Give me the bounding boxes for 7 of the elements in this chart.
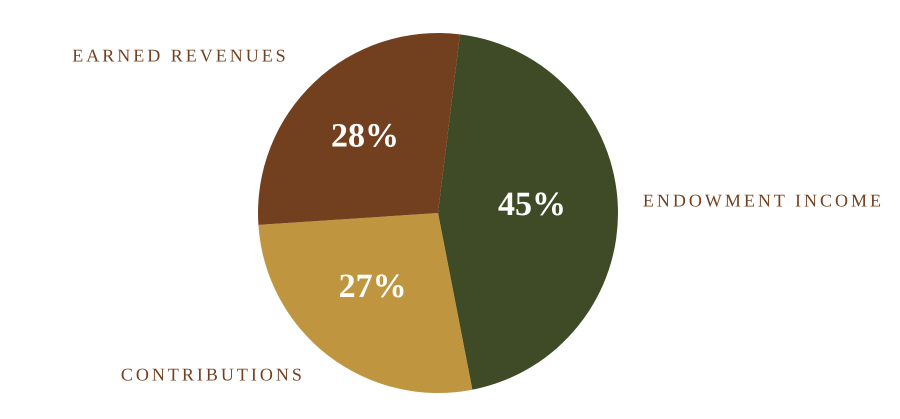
slice-label: ENDOWMENT INCOME (642, 190, 884, 211)
slice-label: EARNED REVENUES (72, 45, 289, 66)
data-label: 45% (498, 186, 566, 224)
slice-label: CONTRIBUTIONS (120, 364, 305, 384)
data-label: 28% (330, 118, 399, 155)
data-label: 27% (338, 268, 407, 305)
pie-slice (438, 34, 618, 390)
